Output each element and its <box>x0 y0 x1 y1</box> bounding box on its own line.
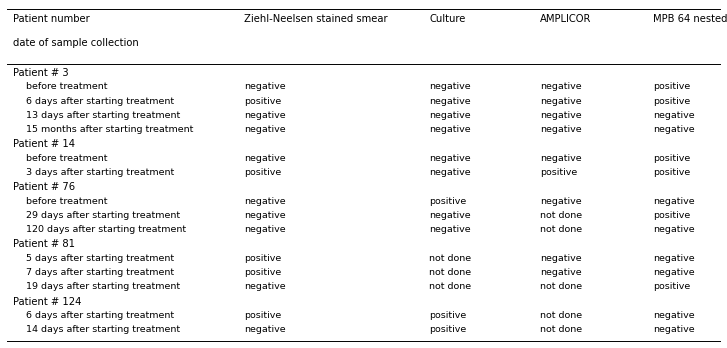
Text: not done: not done <box>429 282 471 291</box>
Text: 19 days after starting treatment: 19 days after starting treatment <box>25 282 180 291</box>
Text: negative: negative <box>653 268 694 277</box>
Text: negative: negative <box>244 197 286 206</box>
Text: positive: positive <box>244 268 281 277</box>
Text: negative: negative <box>429 225 470 234</box>
Text: before treatment: before treatment <box>25 154 108 163</box>
Text: 6 days after starting treatment: 6 days after starting treatment <box>25 311 174 320</box>
Text: negative: negative <box>429 111 470 120</box>
Text: negative: negative <box>540 111 582 120</box>
Text: negative: negative <box>244 211 286 220</box>
Text: negative: negative <box>540 197 582 206</box>
Text: negative: negative <box>429 125 470 134</box>
Text: negative: negative <box>244 282 286 291</box>
Text: positive: positive <box>429 197 466 206</box>
Text: positive: positive <box>244 168 281 177</box>
Text: not done: not done <box>540 211 582 220</box>
Text: 7 days after starting treatment: 7 days after starting treatment <box>25 268 174 277</box>
Text: negative: negative <box>540 82 582 91</box>
Text: Patient # 14: Patient # 14 <box>13 140 75 149</box>
Text: not done: not done <box>540 282 582 291</box>
Text: Patient number: Patient number <box>13 14 89 24</box>
Text: date of sample collection: date of sample collection <box>13 38 139 48</box>
Text: negative: negative <box>429 154 470 163</box>
Text: negative: negative <box>653 225 694 234</box>
Text: negative: negative <box>429 82 470 91</box>
Text: negative: negative <box>540 154 582 163</box>
Text: negative: negative <box>244 225 286 234</box>
Text: 14 days after starting treatment: 14 days after starting treatment <box>25 325 180 334</box>
Text: positive: positive <box>429 311 466 320</box>
Text: 6 days after starting treatment: 6 days after starting treatment <box>25 96 174 105</box>
Text: 13 days after starting treatment: 13 days after starting treatment <box>25 111 180 120</box>
Text: positive: positive <box>540 168 577 177</box>
Text: positive: positive <box>653 96 690 105</box>
Text: 120 days after starting treatment: 120 days after starting treatment <box>25 225 186 234</box>
Text: before treatment: before treatment <box>25 197 108 206</box>
Text: negative: negative <box>653 254 694 263</box>
Text: Patient # 124: Patient # 124 <box>13 296 81 307</box>
Text: 3 days after starting treatment: 3 days after starting treatment <box>25 168 174 177</box>
Text: negative: negative <box>653 311 694 320</box>
Text: negative: negative <box>653 197 694 206</box>
Text: positive: positive <box>244 311 281 320</box>
Text: Ziehl-Neelsen stained smear: Ziehl-Neelsen stained smear <box>244 14 387 24</box>
Text: negative: negative <box>429 96 470 105</box>
Text: negative: negative <box>244 154 286 163</box>
Text: Patient # 81: Patient # 81 <box>13 239 75 250</box>
Text: positive: positive <box>244 254 281 263</box>
Text: negative: negative <box>244 325 286 334</box>
Text: positive: positive <box>429 325 466 334</box>
Text: negative: negative <box>540 254 582 263</box>
Text: 29 days after starting treatment: 29 days after starting treatment <box>25 211 180 220</box>
Text: 15 months after starting treatment: 15 months after starting treatment <box>25 125 193 134</box>
Text: negative: negative <box>540 96 582 105</box>
Text: negative: negative <box>540 125 582 134</box>
Text: positive: positive <box>653 82 690 91</box>
Text: not done: not done <box>429 254 471 263</box>
Text: negative: negative <box>653 125 694 134</box>
Text: not done: not done <box>540 325 582 334</box>
Text: MPB 64 nested PCR: MPB 64 nested PCR <box>653 14 727 24</box>
Text: Patient # 3: Patient # 3 <box>13 68 68 78</box>
Text: negative: negative <box>244 111 286 120</box>
Text: negative: negative <box>429 211 470 220</box>
Text: AMPLICOR: AMPLICOR <box>540 14 592 24</box>
Text: 5 days after starting treatment: 5 days after starting treatment <box>25 254 174 263</box>
Text: not done: not done <box>540 225 582 234</box>
Text: positive: positive <box>244 96 281 105</box>
Text: Patient # 76: Patient # 76 <box>13 182 75 192</box>
Text: not done: not done <box>540 311 582 320</box>
Text: positive: positive <box>653 282 690 291</box>
Text: before treatment: before treatment <box>25 82 108 91</box>
Text: positive: positive <box>653 168 690 177</box>
Text: negative: negative <box>653 325 694 334</box>
Text: negative: negative <box>540 268 582 277</box>
Text: negative: negative <box>429 168 470 177</box>
Text: not done: not done <box>429 268 471 277</box>
Text: negative: negative <box>244 82 286 91</box>
Text: positive: positive <box>653 211 690 220</box>
Text: negative: negative <box>244 125 286 134</box>
Text: positive: positive <box>653 154 690 163</box>
Text: Culture: Culture <box>429 14 465 24</box>
Text: negative: negative <box>653 111 694 120</box>
